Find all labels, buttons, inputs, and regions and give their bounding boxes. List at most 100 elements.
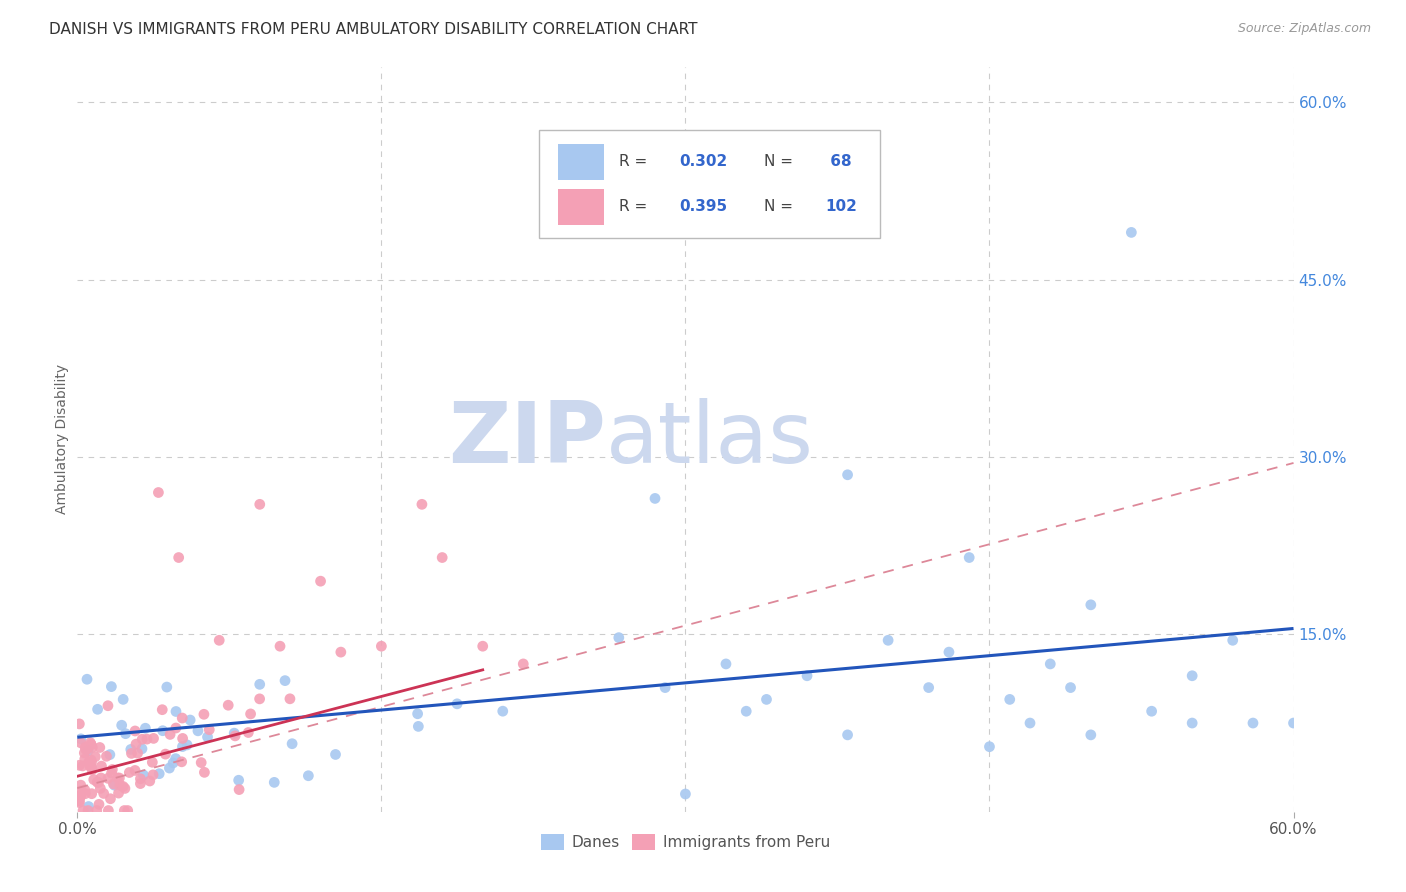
Point [714, 657, 737, 671]
Point [75, 740, 97, 755]
Point [67, 794, 90, 808]
Point [837, 728, 859, 742]
Point [127, 746, 149, 760]
Text: 68: 68 [825, 154, 852, 169]
Point [132, 768, 155, 782]
Point [131, 741, 153, 756]
Point [1080, 728, 1102, 742]
Point [1080, 598, 1102, 612]
Point [67, 796, 90, 810]
Point [103, 778, 125, 792]
Point [325, 747, 347, 762]
Text: N =: N = [765, 199, 799, 214]
Point [76, 672, 98, 686]
Point [112, 692, 135, 706]
Point [112, 804, 135, 818]
Point [165, 751, 187, 765]
Point [837, 467, 859, 482]
Point [114, 781, 136, 796]
Point [90, 759, 112, 773]
Point [187, 723, 209, 738]
Text: 0.395: 0.395 [679, 199, 727, 214]
Point [134, 721, 156, 735]
Point [129, 772, 152, 786]
Point [172, 731, 194, 746]
Point [80, 738, 103, 752]
Point [82, 740, 104, 755]
Text: R =: R = [619, 199, 651, 214]
FancyBboxPatch shape [558, 189, 605, 225]
Point [1181, 669, 1204, 683]
Point [124, 723, 146, 738]
Point [114, 727, 136, 741]
Point [309, 574, 332, 589]
Point [86, 702, 108, 716]
Point [179, 713, 201, 727]
Point [155, 747, 177, 761]
Point [72, 759, 94, 773]
Point [97, 804, 120, 818]
Point [152, 723, 174, 738]
Point [67, 758, 90, 772]
Point [607, 631, 630, 645]
Point [112, 780, 135, 794]
Point [79, 736, 101, 750]
Point [96, 749, 118, 764]
Point [118, 765, 141, 780]
Point [998, 692, 1021, 706]
Point [249, 497, 271, 511]
Point [263, 775, 285, 789]
Point [176, 738, 198, 752]
Point [80, 738, 103, 752]
Point [278, 691, 301, 706]
Text: 102: 102 [825, 199, 858, 214]
Point [1121, 226, 1143, 240]
Point [238, 725, 260, 739]
Point [167, 550, 190, 565]
Point [89, 740, 111, 755]
FancyBboxPatch shape [540, 130, 880, 238]
Point [125, 737, 148, 751]
Point [938, 645, 960, 659]
Point [70, 788, 93, 802]
Point [75, 787, 97, 801]
Point [446, 697, 468, 711]
Text: ZIP: ZIP [449, 398, 606, 481]
Point [70, 731, 93, 746]
Text: 0.302: 0.302 [679, 154, 727, 169]
Point [108, 778, 131, 792]
Point [1181, 716, 1204, 731]
Point [644, 491, 666, 506]
Point [979, 739, 1001, 754]
Point [198, 723, 221, 737]
Point [492, 704, 515, 718]
Point [228, 782, 250, 797]
Point [73, 752, 96, 766]
Point [329, 645, 352, 659]
Point [239, 706, 262, 721]
Point [148, 766, 170, 780]
Text: N =: N = [765, 154, 799, 169]
Point [97, 698, 120, 713]
Point [148, 485, 170, 500]
Text: DANISH VS IMMIGRANTS FROM PERU AMBULATORY DISABILITY CORRELATION CHART: DANISH VS IMMIGRANTS FROM PERU AMBULATOR… [49, 22, 697, 37]
Point [165, 705, 187, 719]
Point [84, 749, 107, 764]
Point [408, 719, 430, 733]
Point [1039, 657, 1062, 671]
Point [150, 703, 173, 717]
Point [156, 680, 179, 694]
Point [217, 698, 239, 713]
Text: R =: R = [619, 154, 651, 169]
Point [131, 732, 153, 747]
Point [121, 747, 143, 761]
Point [80, 760, 103, 774]
FancyBboxPatch shape [558, 145, 605, 180]
Point [471, 639, 494, 653]
Point [97, 772, 120, 786]
Point [918, 681, 941, 695]
Point [80, 756, 103, 770]
Point [117, 804, 139, 818]
Point [67, 791, 90, 805]
Point [75, 742, 97, 756]
